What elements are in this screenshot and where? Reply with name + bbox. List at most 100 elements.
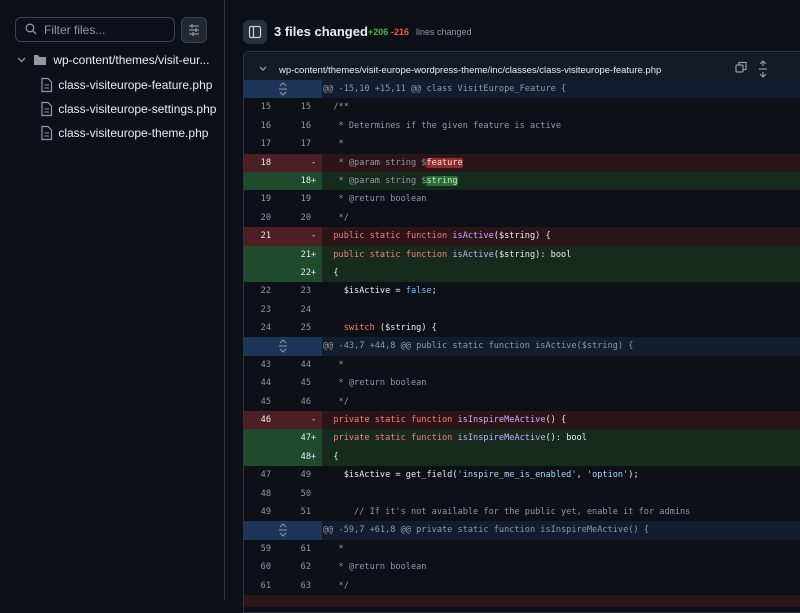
code-token: $isActive =: [323, 286, 406, 297]
old-line-number: [244, 447, 283, 467]
additions-count: +206: [368, 27, 389, 37]
partial-line: [244, 594, 800, 607]
code-token: @@ -15,10 +15,11 @@ class VisitEurope_Fe…: [323, 84, 567, 94]
page: Filter files... wp-content/themes/visit-…: [15, 0, 800, 613]
new-line-number: 47: [283, 429, 322, 448]
code: public static function isActive($string)…: [323, 227, 551, 245]
old-line-number: 59: [244, 539, 283, 559]
new-line-number: [283, 227, 322, 246]
diff-sign: -: [311, 157, 317, 168]
new-line-number: 44: [283, 355, 322, 375]
context-line: 60 62 * @return boolean: [244, 558, 800, 577]
code: @@ -59,7 +61,8 @@ private static functio…: [323, 521, 649, 539]
file-row[interactable]: class-visiteurope-theme.php: [39, 125, 208, 141]
old-line-number: 61: [244, 576, 283, 595]
old-line-number: [244, 263, 283, 283]
code-token: {: [323, 451, 339, 462]
del-line: 21 - public static function isActive($str…: [244, 227, 800, 246]
code-token: * @return boolean: [323, 378, 427, 389]
new-line-number: 16: [283, 116, 322, 136]
code: * @return boolean: [323, 558, 427, 576]
new-line-number: 24: [283, 300, 322, 320]
new-line-number: 45: [283, 374, 322, 393]
filter-settings-button[interactable]: [181, 17, 207, 43]
code: private static function isInspireMeActiv…: [323, 429, 587, 447]
filter-input[interactable]: Filter files...: [15, 17, 175, 42]
code: $isActive = false;: [323, 282, 437, 300]
file-name: class-visiteurope-theme.php: [58, 126, 209, 140]
old-line-number: 16: [244, 116, 283, 136]
context-line: 22 23 $isActive = false;: [244, 282, 800, 301]
code-token: isActive: [452, 231, 494, 242]
code: *: [323, 135, 344, 153]
code-token: ($string): bool: [493, 249, 572, 260]
code: $isActive = get_field('inspire_me_is_ena…: [323, 466, 639, 484]
add-line: 22 + {: [244, 263, 800, 283]
new-line-number: 62: [283, 558, 322, 577]
context-line: 16 16 * Determines if the given feature i…: [244, 116, 800, 136]
old-line-number: 22: [244, 282, 283, 301]
filter-placeholder: Filter files...: [44, 23, 106, 37]
code: public static function isActive($string)…: [323, 246, 571, 264]
new-line-number: 22: [283, 263, 322, 283]
old-line-number: 18: [244, 153, 283, 172]
code: * @param string $feature: [323, 154, 463, 172]
code-token: */: [323, 580, 349, 591]
context-line: 20 20 */: [244, 208, 800, 228]
code-token: * @param string $: [323, 157, 427, 168]
lines-changed-caption: lines changed: [416, 27, 472, 37]
folder-row[interactable]: wp-content/themes/visit-eur...: [16, 52, 209, 68]
diff-sign: +: [311, 267, 317, 278]
diff-sign: -: [311, 231, 317, 242]
expand-icon: [279, 82, 287, 96]
old-line-number: [244, 429, 283, 448]
code-token: switch: [343, 323, 375, 334]
new-line-number: 23: [283, 282, 322, 301]
code-token: */: [323, 212, 349, 223]
diff-sign: +: [311, 451, 317, 462]
new-line-number: 17: [283, 135, 322, 154]
code-token: isActive: [452, 249, 494, 260]
code-token: * @param string $: [323, 175, 427, 186]
code-token: {: [323, 267, 339, 278]
file-header: wp-content/themes/visit-europe-wordpress…: [244, 52, 800, 81]
old-line-number: 24: [244, 319, 283, 338]
code: switch ($string) {: [323, 319, 437, 337]
context-line: 15 15 /**: [244, 98, 800, 117]
code-token: 'option': [586, 470, 629, 481]
expand-button[interactable]: [244, 521, 322, 540]
file-row[interactable]: class-visiteurope-settings.php: [39, 101, 216, 117]
code: */: [323, 577, 349, 595]
file-row[interactable]: class-visiteurope-feature.php: [39, 77, 212, 93]
code: // If it's not available for the public …: [323, 503, 690, 521]
code-token: private static function: [323, 415, 458, 426]
new-line-number: 61: [283, 539, 322, 559]
diff-panel: 3 files changed +206 -216 lines changed …: [225, 0, 800, 613]
file-diff: wp-content/themes/visit-europe-wordpress…: [243, 51, 800, 613]
expand-button[interactable]: [244, 80, 322, 99]
code-token: /**: [323, 102, 349, 113]
code-token: *: [323, 359, 344, 370]
new-line-number: 18: [283, 171, 322, 191]
old-line-number: 48: [244, 484, 283, 503]
expand-button[interactable]: [244, 337, 322, 356]
hunk-line: @@ -59,7 +61,8 @@ private static functio…: [244, 521, 800, 540]
file-name: class-visiteurope-feature.php: [58, 78, 213, 92]
code-token: false: [405, 286, 432, 297]
new-line-number: 50: [283, 484, 322, 503]
hunk-line: @@ -15,10 +15,11 @@ class VisitEurope_Fe…: [244, 80, 800, 99]
old-line-number: 43: [244, 355, 283, 375]
diff-lines: @@ -15,10 +15,11 @@ class VisitEurope_Fe…: [244, 80, 800, 607]
deletions-count: -216: [391, 27, 410, 37]
settings-icon: [189, 24, 199, 36]
file-header-icons: [259, 60, 767, 78]
new-line-number: 19: [283, 190, 322, 209]
context-line: 49 51 // If it's not available for the pu…: [244, 502, 800, 522]
code-token: private static function: [323, 433, 458, 444]
old-line-number: [244, 245, 283, 264]
old-line-number: [244, 171, 283, 191]
code-token: * @return boolean: [323, 194, 427, 205]
toggle-tree-button[interactable]: [243, 20, 267, 44]
old-line-number: 44: [244, 374, 283, 393]
code-token: ($string) {: [493, 231, 551, 242]
